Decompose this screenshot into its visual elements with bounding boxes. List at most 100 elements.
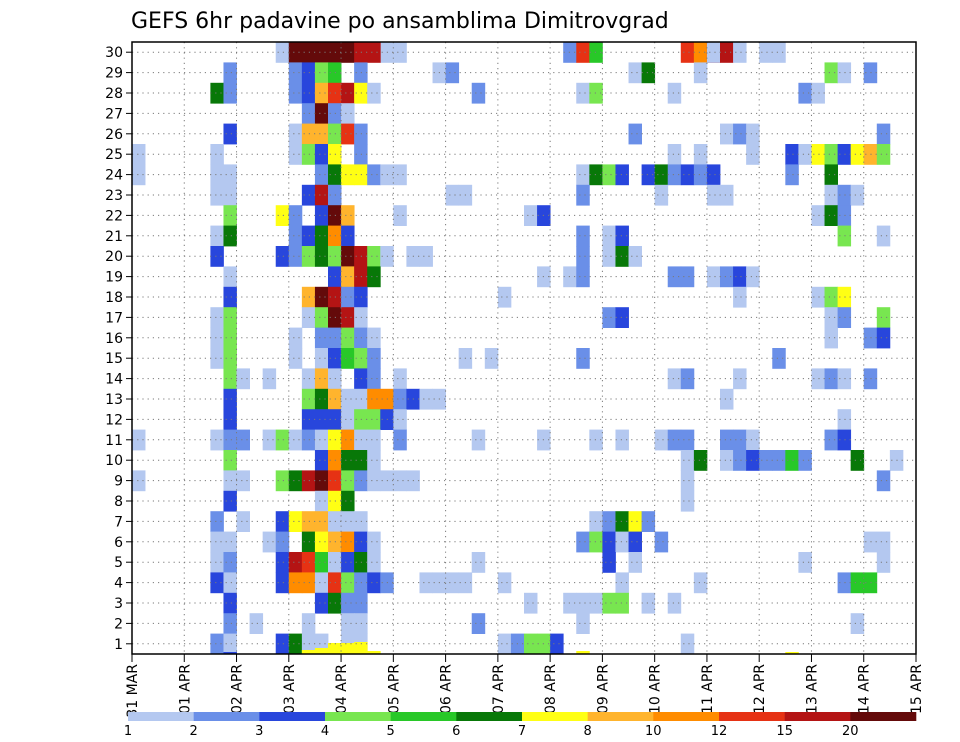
heatmap-cell — [301, 650, 316, 654]
heatmap-cell — [641, 62, 656, 84]
heatmap-cell — [328, 470, 342, 492]
heatmap-cell — [393, 409, 407, 430]
heatmap-cell — [602, 307, 616, 328]
heatmap-cell — [628, 246, 642, 267]
heatmap-cell — [811, 368, 825, 390]
heatmap-cell — [275, 531, 290, 553]
heatmap-cell — [223, 327, 237, 349]
heatmap-cell — [589, 429, 603, 451]
heatmap-cell — [419, 388, 433, 410]
y-tick-label: 16 — [105, 331, 123, 347]
heatmap-cell — [314, 450, 329, 471]
heatmap-cell — [314, 123, 329, 145]
y-tick-label: 26 — [105, 127, 123, 143]
heatmap-cell — [667, 144, 682, 165]
heatmap-cell — [471, 82, 486, 104]
colorbar-label: 4 — [321, 724, 329, 739]
x-tick-label: 02 APR — [230, 664, 246, 714]
heatmap-cell — [772, 42, 786, 63]
heatmap-cell — [314, 648, 329, 654]
heatmap-cell — [589, 511, 603, 532]
heatmap-cell — [589, 42, 603, 63]
heatmap-cell — [393, 429, 407, 451]
heatmap-cell — [314, 409, 329, 430]
colorbar-swatch — [719, 712, 785, 721]
heatmap-cell — [785, 164, 799, 186]
heatmap-cell — [524, 592, 538, 614]
heatmap-cell — [667, 266, 682, 288]
heatmap-cell — [341, 82, 355, 104]
heatmap-cell — [341, 205, 355, 226]
colorbar-label: 10 — [645, 724, 662, 739]
heatmap-cell — [850, 450, 865, 471]
heatmap-cell — [223, 572, 237, 594]
x-tick-label: 06 APR — [439, 664, 455, 714]
heatmap-cell — [876, 531, 891, 553]
heatmap-cell — [314, 531, 329, 553]
colorbar-swatch — [325, 712, 391, 721]
heatmap-cell — [314, 144, 329, 165]
x-tick-label: 13 APR — [805, 664, 821, 714]
heatmap-cell — [275, 633, 290, 655]
heatmap-cell — [223, 62, 237, 84]
colorbar-label: 15 — [776, 724, 793, 739]
x-tick-label: 31 MAR — [125, 664, 141, 718]
heatmap-cell — [693, 62, 708, 84]
y-tick-label: 12 — [105, 412, 123, 428]
heatmap-cell — [811, 205, 825, 226]
heatmap-cell — [824, 164, 838, 186]
heatmap-cell — [262, 368, 277, 390]
heatmap-cell — [720, 429, 734, 451]
heatmap-cell — [720, 388, 734, 410]
heatmap-cell — [301, 42, 316, 63]
heatmap-cell — [328, 490, 342, 512]
heatmap-cell — [628, 531, 642, 553]
colorbar-swatch — [128, 712, 194, 721]
y-tick-label: 3 — [114, 596, 123, 612]
heatmap-cell — [367, 409, 381, 430]
heatmap-cell — [210, 429, 224, 451]
heatmap-cell — [301, 286, 316, 308]
heatmap-cell — [654, 164, 669, 186]
heatmap-cell — [654, 184, 669, 206]
heatmap-cell — [301, 144, 316, 165]
heatmap-cell — [680, 266, 695, 288]
heatmap-cell — [288, 327, 303, 349]
y-tick-label: 5 — [114, 555, 123, 571]
heatmap-cell — [223, 409, 237, 430]
y-tick-label: 17 — [105, 310, 123, 326]
heatmap-cell — [301, 511, 316, 532]
y-tick-label: 4 — [114, 576, 123, 592]
heatmap-cell — [837, 307, 852, 328]
heatmap-cell — [654, 429, 669, 451]
heatmap-cell — [445, 62, 460, 84]
x-tick-label: 05 APR — [386, 664, 402, 714]
heatmap-cell — [693, 164, 708, 186]
heatmap-cell — [824, 307, 838, 328]
heatmap-cell — [667, 82, 682, 104]
heatmap-cell — [328, 123, 342, 145]
heatmap-cell — [824, 62, 838, 84]
heatmap-cell — [132, 164, 146, 186]
chart-title: GEFS 6hr padavine po ansamblima Dimitrov… — [131, 9, 669, 34]
heatmap-cell — [275, 511, 290, 532]
heatmap-cell — [210, 225, 224, 247]
x-axis: 31 MAR 01 APR 02 APR 03 APR 04 APR 05 APR 06 A… — [125, 654, 925, 718]
heatmap-cell — [876, 327, 891, 349]
heatmap-cell — [210, 531, 224, 553]
heatmap-cell — [811, 144, 825, 165]
heatmap-cell — [393, 42, 407, 63]
heatmap-cell — [589, 531, 603, 553]
heatmap-cell — [654, 531, 669, 553]
heatmap-cell — [837, 409, 852, 430]
heatmap-cell — [341, 511, 355, 532]
heatmap-cell — [693, 450, 708, 471]
heatmap-cell — [615, 164, 629, 186]
heatmap-cell — [615, 429, 629, 451]
heatmap-cell — [210, 348, 224, 369]
heatmap-cell — [693, 144, 708, 165]
heatmap-cell — [301, 531, 316, 553]
heatmap-cell — [288, 225, 303, 247]
heatmap-cell — [602, 531, 616, 553]
